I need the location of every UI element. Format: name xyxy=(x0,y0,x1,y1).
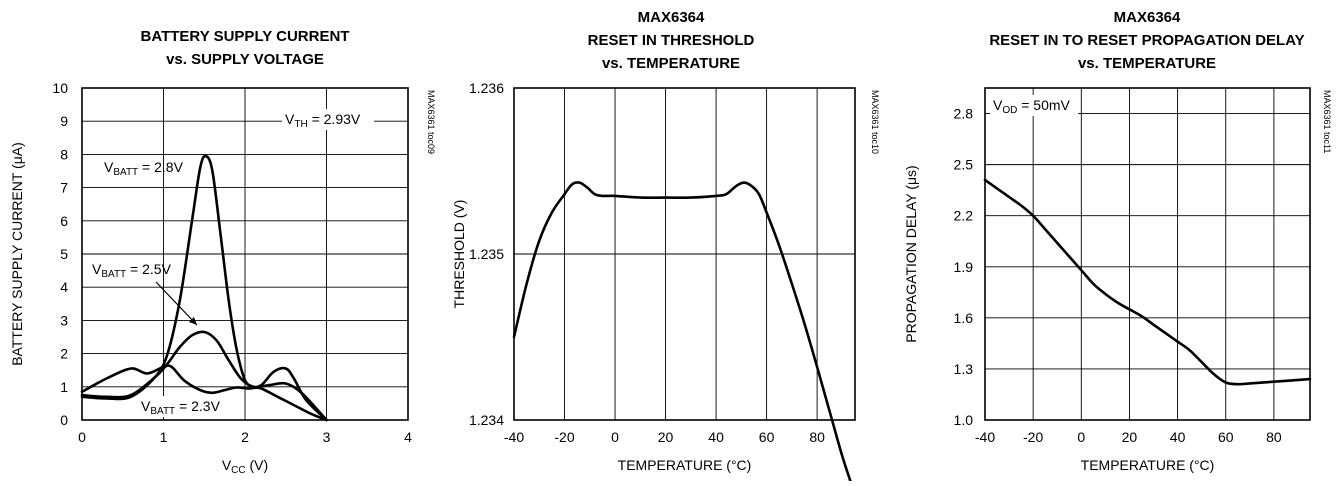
annotation-background xyxy=(138,396,236,417)
y-tick-label: 2.5 xyxy=(954,157,974,173)
x-tick-label: 40 xyxy=(1170,429,1186,445)
x-axis-label: VCC (V) xyxy=(222,457,268,476)
y-tick-label: 0 xyxy=(60,412,68,428)
y-tick-label: 10 xyxy=(52,80,68,96)
y-tick-label: 1.235 xyxy=(469,246,504,262)
plot-frame xyxy=(513,87,856,421)
x-tick-label: -40 xyxy=(975,429,995,445)
x-tick-label: 60 xyxy=(759,429,775,445)
chart-1-svg: BATTERY SUPPLY CURRENT vs. SUPPLY VOLTAGE… xyxy=(9,28,436,476)
chart-propagation-delay: MAX6364 RESET IN TO RESET PROPAGATION DEL… xyxy=(892,0,1338,486)
figure-id-label: MAX6361 toc11 xyxy=(1322,90,1332,153)
y-tick-label: 1.6 xyxy=(954,310,974,326)
x-tick-label: 2 xyxy=(241,429,249,445)
y-tick-label: 1.3 xyxy=(954,361,974,377)
chart-title-line: MAX6364 xyxy=(1114,9,1181,26)
y-axis-label: PROPAGATION DELAY (μs) xyxy=(903,165,919,342)
annotation-label: VBATT = 2.8V xyxy=(104,159,184,178)
y-axis-label: THRESHOLD (V) xyxy=(451,200,467,309)
annotation-background xyxy=(282,109,374,130)
series-line-1 xyxy=(512,181,854,486)
chart-battery-supply-current: BATTERY SUPPLY CURRENT vs. SUPPLY VOLTAGE… xyxy=(0,0,446,486)
y-tick-label: 2.8 xyxy=(954,106,974,122)
x-tick-label: -40 xyxy=(504,429,524,445)
series-line-1 xyxy=(983,178,1312,386)
y-tick-label: 5 xyxy=(60,246,68,262)
x-tick-label: 3 xyxy=(323,429,331,445)
annotation-leader-line xyxy=(155,281,198,326)
x-tick-label: -20 xyxy=(554,429,574,445)
annotation-background xyxy=(990,95,1078,116)
y-tick-label: 2 xyxy=(60,346,68,362)
y-tick-label: 8 xyxy=(60,146,68,162)
chart-title-line: vs. TEMPERATURE xyxy=(1078,55,1216,72)
chart-title-line: BATTERY SUPPLY CURRENT xyxy=(141,28,350,45)
y-axis-label: BATTERY SUPPLY CURRENT (μA) xyxy=(9,142,25,366)
chart-title-line: RESET IN TO RESET PROPAGATION DELAY xyxy=(989,32,1304,49)
y-tick-label: 1.9 xyxy=(954,259,974,275)
x-tick-label: 0 xyxy=(1077,429,1085,445)
x-tick-label: 20 xyxy=(1122,429,1138,445)
y-tick-label: 1.0 xyxy=(954,412,974,428)
x-tick-label: 60 xyxy=(1218,429,1234,445)
y-tick-label: 4 xyxy=(60,279,68,295)
x-tick-label: -20 xyxy=(1023,429,1043,445)
chart-title-line: vs. SUPPLY VOLTAGE xyxy=(166,51,324,68)
chart-title-line: vs. TEMPERATURE xyxy=(602,55,740,72)
chart-title-line: RESET IN THRESHOLD xyxy=(588,32,755,49)
x-axis-label: TEMPERATURE (°C) xyxy=(618,457,752,473)
x-tick-label: 80 xyxy=(1266,429,1282,445)
y-tick-label: 7 xyxy=(60,180,68,196)
chart-reset-threshold: MAX6364 RESET IN THRESHOLD vs. TEMPERATURE… xyxy=(446,0,892,486)
annotation-label: VTH = 2.93V xyxy=(285,111,361,130)
annotation-label: VBATT = 2.3V xyxy=(141,398,221,417)
plot-frame xyxy=(984,87,1311,421)
annotation-label: VOD = 50mV xyxy=(993,97,1071,116)
x-tick-label: 1 xyxy=(160,429,168,445)
annotation-label: VBATT = 2.5V xyxy=(92,261,172,280)
x-tick-label: 0 xyxy=(78,429,86,445)
annotation-arrowhead xyxy=(189,317,197,325)
y-tick-label: 3 xyxy=(60,312,68,328)
y-tick-label: 1 xyxy=(60,379,68,395)
y-tick-label: 9 xyxy=(60,113,68,129)
plot-frame xyxy=(81,87,409,421)
y-tick-label: 1.236 xyxy=(469,80,504,96)
y-tick-label: 1.234 xyxy=(469,412,504,428)
chart-3-svg: MAX6364 RESET IN TO RESET PROPAGATION DEL… xyxy=(903,9,1332,473)
y-tick-label: 6 xyxy=(60,213,68,229)
series-line-3 xyxy=(80,364,328,422)
x-tick-label: 4 xyxy=(404,429,412,445)
chart-2-svg: MAX6364 RESET IN THRESHOLD vs. TEMPERATURE… xyxy=(451,9,880,486)
x-tick-label: 20 xyxy=(658,429,674,445)
x-tick-label: 80 xyxy=(809,429,825,445)
figure-id-label: MAX6361 toc10 xyxy=(870,90,880,154)
chart-title-line: MAX6364 xyxy=(638,9,705,26)
series-line-2 xyxy=(80,330,328,422)
x-axis-label: TEMPERATURE (°C) xyxy=(1081,457,1215,473)
y-tick-label: 2.2 xyxy=(954,208,974,224)
x-tick-label: 0 xyxy=(611,429,619,445)
figure-id-label: MAX6361 toc09 xyxy=(426,90,436,154)
series-line-1 xyxy=(80,154,328,422)
x-tick-label: 40 xyxy=(708,429,724,445)
